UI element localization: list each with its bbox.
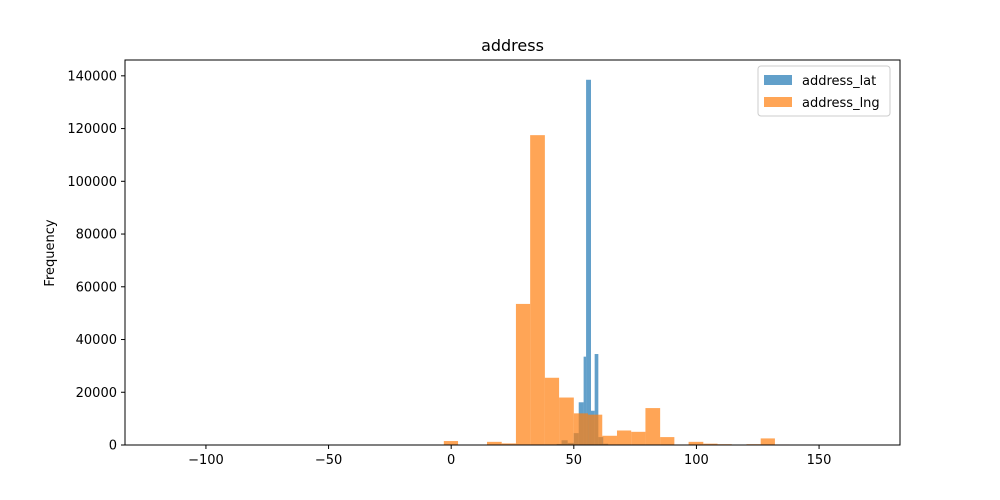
chart-title: address (481, 36, 544, 55)
y-tick-label: 120000 (67, 122, 117, 137)
y-tick-label: 140000 (67, 69, 117, 84)
bar-address_lng-16 (688, 441, 704, 445)
bar-address_lng-6 (544, 377, 560, 445)
bar-address_lng-10 (602, 435, 617, 445)
y-tick-label: 0 (109, 439, 117, 454)
legend: address_lat address_lng (757, 65, 891, 117)
y-tick-label: 20000 (76, 386, 117, 401)
bar-address_lng-17 (703, 443, 718, 445)
bar-address_lng-8 (573, 413, 589, 445)
series-address_lng (443, 135, 790, 445)
x-tick-label: −100 (188, 453, 224, 468)
x-tick-label: 0 (447, 453, 455, 468)
legend-swatch-address_lng (764, 97, 792, 107)
legend-label-address_lat: address_lat (802, 74, 876, 89)
bar-address_lat-9 (594, 354, 599, 445)
bar-address_lng-11 (616, 430, 632, 445)
bar-address_lng-3 (501, 443, 516, 445)
x-tick-label: 50 (566, 453, 583, 468)
x-tick-label: −50 (315, 453, 342, 468)
bar-address_lng-21 (760, 438, 775, 445)
bar-address_lng-2 (486, 441, 502, 445)
bar-address_lat-6 (583, 356, 587, 445)
bar-address_lng-4 (515, 303, 531, 445)
bar-address_lng-7 (559, 397, 574, 445)
bar-address_lng-14 (660, 437, 675, 445)
y-tick-label: 100000 (67, 175, 117, 190)
y-axis: 0 20000 40000 60000 80000 100000 120000 140000 (67, 69, 125, 454)
legend-swatch-address_lat (764, 75, 792, 85)
bar-address_lng-9 (588, 414, 603, 445)
bar-address_lat-7 (586, 79, 591, 445)
bar-address_lng-12 (631, 431, 646, 445)
bar-address_lng-5 (530, 135, 545, 445)
y-tick-label: 80000 (76, 228, 117, 243)
y-tick-label: 40000 (76, 333, 117, 348)
y-tick-label: 60000 (76, 280, 117, 295)
plot-frame (124, 59, 901, 446)
histogram-bars (443, 79, 790, 445)
y-axis-label: Frequency (43, 219, 58, 286)
bar-address_lng-13 (645, 408, 661, 445)
x-axis: −100 −50 0 50 100 150 (188, 445, 831, 468)
x-tick-label: 150 (807, 453, 832, 468)
legend-label-address_lng: address_lng (802, 96, 880, 111)
x-tick-label: 100 (684, 453, 709, 468)
bar-address_lng-1 (443, 441, 459, 445)
